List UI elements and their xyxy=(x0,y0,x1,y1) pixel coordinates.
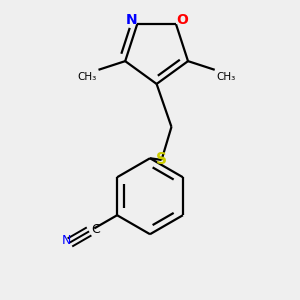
Text: N: N xyxy=(125,13,137,27)
Text: N: N xyxy=(62,234,71,247)
Text: S: S xyxy=(156,152,167,167)
Text: CH₃: CH₃ xyxy=(78,72,97,82)
Text: CH₃: CH₃ xyxy=(216,72,236,82)
Text: O: O xyxy=(176,13,188,27)
Text: C: C xyxy=(91,223,100,236)
